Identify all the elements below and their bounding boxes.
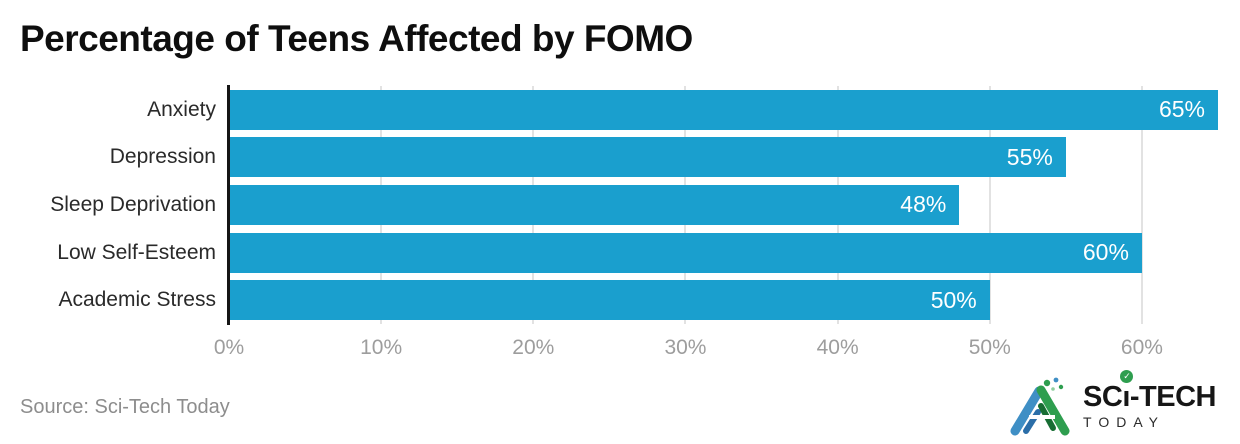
category-label: Depression [109,145,216,169]
chart-title: Percentage of Teens Affected by FOMO [20,18,693,59]
scitech-today-logo: SCı ✓ -TECH TODAY [1005,370,1217,436]
category-label: Academic Stress [58,288,216,312]
x-tick-label: 20% [512,336,555,359]
x-axis: 0% 10% 20% 30% 40% 50% 60% [214,324,1218,366]
scitech-logo-line2: TODAY [1083,414,1165,430]
bar-depression: 55% [229,137,1066,178]
bar-sleep-deprivation: 48% [229,184,960,225]
bar-track: 65% [229,89,1218,130]
bar-row: Sleep Deprivation 48% [0,181,1218,229]
x-tick-label: 30% [664,336,707,359]
category-label: Sleep Deprivation [50,192,216,216]
x-tick-label: 40% [816,336,859,359]
category-label: Anxiety [147,97,216,121]
scitech-logo-mark [1010,377,1070,436]
scitech-logo-line1: SCı ✓ -TECH [1083,370,1217,413]
bar-track: 48% [229,184,1218,225]
bar-track: 55% [229,137,1218,178]
category-label: Low Self-Esteem [57,240,216,264]
bar-chart: Anxiety 65% Depression 55% Sleep Deprivation… [0,85,1218,366]
bar-row: Anxiety 65% [0,86,1218,134]
bar-track: 60% [229,232,1218,273]
bar-value-label: 55% [1006,143,1053,170]
bar-track: 50% [229,280,1218,321]
gridline [988,86,991,324]
bar-anxiety: 65% [229,89,1218,130]
bar-academic-stress: 50% [229,280,990,321]
bar-low-self-esteem: 60% [229,232,1142,273]
bar-value-label: 60% [1082,239,1129,266]
gridline [1140,86,1143,324]
bar-row: Academic Stress 50% [0,276,1218,324]
source-note: Source: Sci-Tech Today [20,396,230,418]
x-tick-label: 0% [213,336,245,359]
plot-area: Anxiety 65% Depression 55% Sleep Deprivation… [0,85,1218,325]
x-tick-label: 10% [360,336,403,359]
bar-row: Low Self-Esteem 60% [0,229,1218,277]
bar-value-label: 50% [930,286,977,313]
x-tick-label: 60% [1120,336,1163,359]
scitech-logo-text: SCı ✓ -TECH TODAY [1083,370,1217,430]
check-icon: ✓ [1120,370,1134,383]
bar-value-label: 65% [1158,96,1205,123]
y-axis-line [227,85,230,325]
x-tick-label: 50% [968,336,1011,359]
bar-row: Depression 55% [0,134,1218,182]
bar-value-label: 48% [900,191,947,218]
bar-rows: Anxiety 65% Depression 55% Sleep Deprivation… [0,86,1218,324]
